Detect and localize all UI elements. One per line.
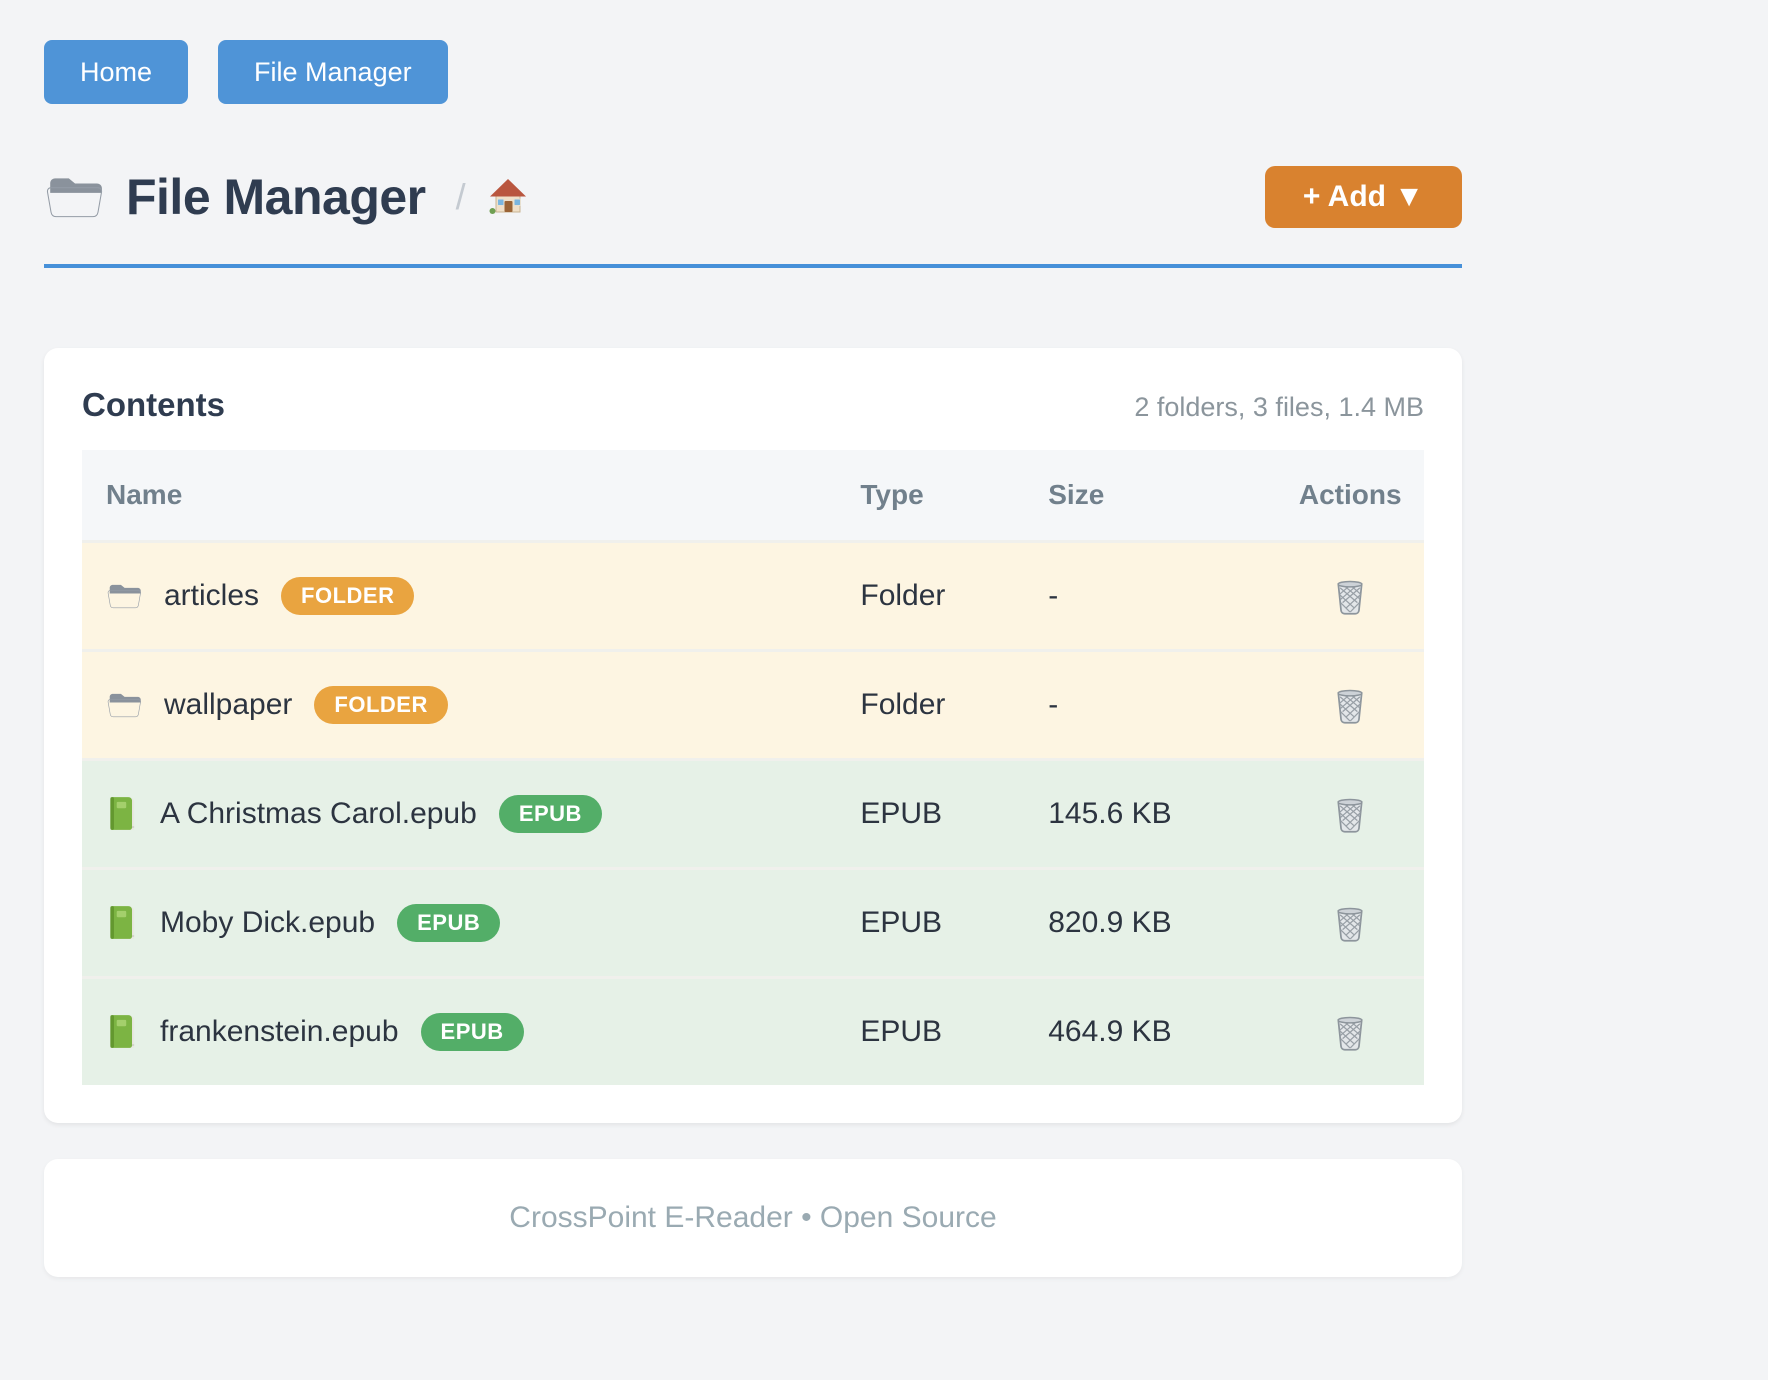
file-type: Folder	[860, 579, 946, 612]
contents-title: Contents	[82, 386, 225, 423]
folder-icon	[106, 581, 142, 611]
table-header-row: Name Type Size Actions	[82, 450, 1424, 542]
table-row[interactable]: frankenstein.epub EPUB EPUB 464.9 KB	[82, 977, 1424, 1085]
table-row[interactable]: A Christmas Carol.epub EPUB EPUB 145.6 K…	[82, 759, 1424, 869]
footer-text: CrossPoint E-Reader • Open Source	[509, 1201, 997, 1234]
table-row[interactable]: Moby Dick.epub EPUB EPUB 820.9 KB	[82, 868, 1424, 978]
trash-icon	[1334, 905, 1366, 942]
folder-icon	[44, 172, 104, 222]
file-size: -	[1048, 579, 1059, 612]
breadcrumb-separator: /	[455, 176, 466, 217]
delete-button[interactable]	[1334, 905, 1366, 942]
delete-button[interactable]	[1334, 1014, 1366, 1051]
delete-button[interactable]	[1334, 578, 1366, 615]
contents-card-header: Contents 2 folders, 3 files, 1.4 MB	[82, 386, 1424, 424]
column-header-name: Name	[82, 450, 861, 542]
add-button[interactable]: + Add ▼	[1264, 166, 1462, 228]
type-badge: FOLDER	[314, 686, 448, 724]
file-size: 145.6 KB	[1048, 797, 1172, 830]
trash-icon	[1334, 578, 1366, 615]
book-icon	[106, 795, 138, 833]
column-header-type: Type	[860, 450, 1049, 542]
type-badge: EPUB	[397, 904, 501, 942]
delete-button[interactable]	[1334, 796, 1366, 833]
trash-icon	[1334, 1014, 1366, 1051]
type-badge: EPUB	[420, 1013, 524, 1051]
file-manager-nav-button[interactable]: File Manager	[218, 40, 448, 104]
title-group: File Manager /	[44, 168, 528, 226]
page-title: File Manager	[126, 169, 426, 225]
column-header-actions: Actions	[1276, 450, 1424, 542]
file-type: EPUB	[860, 1015, 943, 1048]
page-header: File Manager / + Add ▼	[44, 166, 1462, 228]
home-nav-button[interactable]: Home	[44, 40, 189, 104]
trash-icon	[1334, 796, 1366, 833]
file-type: EPUB	[860, 906, 943, 939]
file-type: Folder	[860, 688, 946, 721]
type-badge: EPUB	[498, 795, 602, 833]
table-row[interactable]: wallpaper FOLDER Folder -	[82, 650, 1424, 760]
footer: CrossPoint E-Reader • Open Source	[44, 1159, 1462, 1277]
file-size: 820.9 KB	[1048, 906, 1172, 939]
file-name[interactable]: Moby Dick.epub	[160, 906, 376, 939]
file-size: -	[1048, 688, 1059, 721]
file-size: 464.9 KB	[1048, 1015, 1172, 1048]
file-name[interactable]: A Christmas Carol.epub	[160, 797, 477, 830]
home-icon[interactable]	[488, 177, 528, 217]
file-name[interactable]: frankenstein.epub	[160, 1015, 399, 1048]
file-type: EPUB	[860, 797, 943, 830]
file-table: Name Type Size Actions articles FOLDER	[82, 450, 1424, 1085]
contents-card: Contents 2 folders, 3 files, 1.4 MB Name…	[44, 348, 1462, 1123]
trash-icon	[1334, 687, 1366, 724]
file-name[interactable]: articles	[164, 579, 260, 612]
folder-icon	[106, 690, 142, 720]
book-icon	[106, 1013, 138, 1051]
top-nav: Home File Manager	[44, 40, 1462, 104]
contents-summary: 2 folders, 3 files, 1.4 MB	[1134, 392, 1424, 422]
type-badge: FOLDER	[281, 577, 415, 615]
column-header-size: Size	[1048, 450, 1277, 542]
page: Home File Manager File Manager / + Add ▼…	[44, 0, 1462, 1277]
delete-button[interactable]	[1334, 687, 1366, 724]
file-name[interactable]: wallpaper	[164, 688, 293, 721]
accent-divider	[44, 264, 1462, 268]
book-icon	[106, 904, 138, 942]
table-row[interactable]: articles FOLDER Folder -	[82, 541, 1424, 651]
